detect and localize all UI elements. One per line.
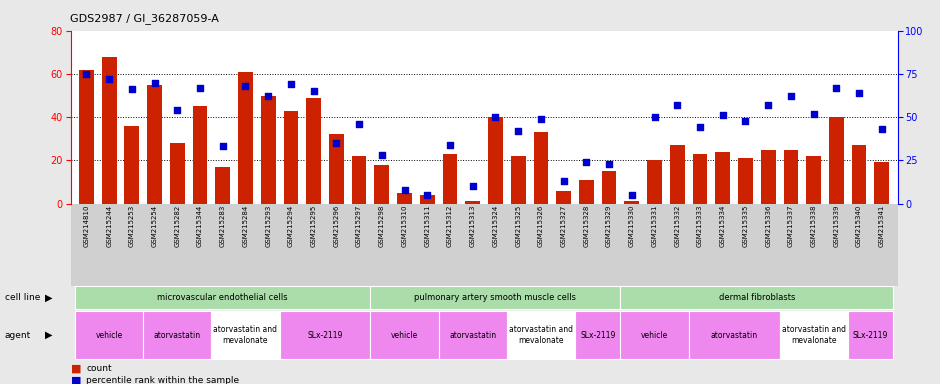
Bar	[329, 134, 344, 204]
Point	[306, 88, 321, 94]
Bar	[398, 193, 412, 204]
Text: GDS2987 / GI_36287059-A: GDS2987 / GI_36287059-A	[70, 13, 219, 24]
Text: vehicle: vehicle	[391, 331, 418, 339]
Point	[215, 143, 230, 149]
Bar	[306, 98, 321, 204]
Point	[352, 121, 367, 127]
Bar	[170, 143, 184, 204]
Point	[238, 83, 253, 89]
Point	[374, 152, 389, 158]
Point	[783, 93, 798, 99]
Text: dermal fibroblasts: dermal fibroblasts	[718, 293, 795, 302]
Point	[329, 140, 344, 146]
Text: microvascular endothelial cells: microvascular endothelial cells	[157, 293, 288, 302]
Bar	[874, 162, 889, 204]
Bar	[443, 154, 458, 204]
Point	[738, 118, 753, 124]
Bar	[102, 56, 117, 204]
Text: count: count	[86, 364, 112, 373]
Bar	[238, 72, 253, 204]
Text: atorvastatin: atorvastatin	[449, 331, 496, 339]
Bar	[352, 156, 367, 204]
Point	[510, 128, 525, 134]
Text: pulmonary artery smooth muscle cells: pulmonary artery smooth muscle cells	[415, 293, 576, 302]
Point	[715, 112, 730, 118]
Text: atorvastatin and
mevalonate: atorvastatin and mevalonate	[782, 325, 846, 345]
Point	[79, 71, 94, 77]
Bar	[215, 167, 230, 204]
Point	[102, 76, 117, 82]
Text: percentile rank within the sample: percentile rank within the sample	[86, 376, 240, 384]
Bar	[260, 96, 275, 204]
Point	[693, 124, 708, 131]
Point	[397, 187, 412, 193]
Bar	[715, 152, 730, 204]
Point	[193, 84, 208, 91]
Point	[147, 79, 162, 86]
Bar	[693, 154, 708, 204]
Text: atorvastatin and
mevalonate: atorvastatin and mevalonate	[213, 325, 277, 345]
Point	[624, 192, 639, 198]
Bar	[488, 117, 503, 204]
Text: vehicle: vehicle	[641, 331, 668, 339]
Point	[284, 81, 299, 88]
Bar	[510, 156, 525, 204]
Bar	[534, 132, 548, 204]
Text: atorvastatin: atorvastatin	[711, 331, 758, 339]
Bar	[79, 70, 94, 204]
Text: agent: agent	[5, 331, 31, 339]
Point	[170, 107, 185, 113]
Text: ■: ■	[70, 375, 81, 384]
Point	[260, 93, 275, 99]
Bar	[579, 180, 594, 204]
Bar	[465, 201, 480, 204]
Point	[420, 192, 435, 198]
Bar	[284, 111, 298, 204]
Point	[533, 116, 548, 122]
Text: ■: ■	[70, 364, 81, 374]
Point	[602, 161, 617, 167]
Text: atorvastatin and
mevalonate: atorvastatin and mevalonate	[509, 325, 572, 345]
Bar	[807, 156, 821, 204]
Bar	[420, 195, 434, 204]
Point	[829, 84, 844, 91]
Point	[556, 178, 572, 184]
Point	[443, 142, 458, 148]
Text: SLx-2119: SLx-2119	[307, 331, 343, 339]
Point	[579, 159, 594, 165]
Bar	[738, 158, 753, 204]
Bar	[124, 126, 139, 204]
Text: cell line: cell line	[5, 293, 40, 302]
Point	[124, 86, 139, 93]
Bar	[556, 190, 571, 204]
Bar	[193, 106, 208, 204]
Point	[488, 114, 503, 120]
Point	[874, 126, 889, 132]
Point	[807, 111, 822, 117]
Bar	[670, 145, 684, 204]
Text: ▶: ▶	[45, 293, 53, 303]
Text: vehicle: vehicle	[96, 331, 123, 339]
Point	[760, 102, 776, 108]
Bar	[602, 171, 617, 204]
Text: ▶: ▶	[45, 330, 53, 340]
Bar	[760, 149, 776, 204]
Text: SLx-2119: SLx-2119	[853, 331, 888, 339]
Point	[465, 183, 480, 189]
Bar	[784, 149, 798, 204]
Bar	[374, 165, 389, 204]
Text: SLx-2119: SLx-2119	[580, 331, 616, 339]
Point	[852, 90, 867, 96]
Bar	[829, 117, 844, 204]
Text: atorvastatin: atorvastatin	[154, 331, 201, 339]
Point	[647, 114, 662, 120]
Bar	[148, 85, 162, 204]
Bar	[647, 161, 662, 204]
Bar	[624, 201, 639, 204]
Bar	[852, 145, 867, 204]
Point	[669, 102, 684, 108]
